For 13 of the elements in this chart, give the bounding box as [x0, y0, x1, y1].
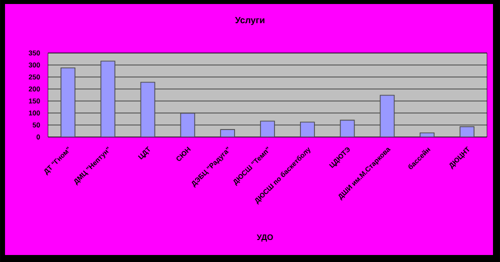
bar	[180, 112, 196, 137]
bar	[100, 60, 116, 137]
bar	[380, 94, 395, 137]
chart-title: Услуги	[235, 16, 264, 26]
bar	[220, 129, 235, 137]
x-axis-title: УДО	[256, 234, 273, 242]
bar	[460, 126, 474, 137]
bar	[140, 82, 156, 137]
bar	[300, 122, 315, 137]
bar	[260, 120, 275, 137]
bar	[60, 67, 76, 137]
bar	[420, 132, 435, 137]
bar	[340, 120, 355, 137]
